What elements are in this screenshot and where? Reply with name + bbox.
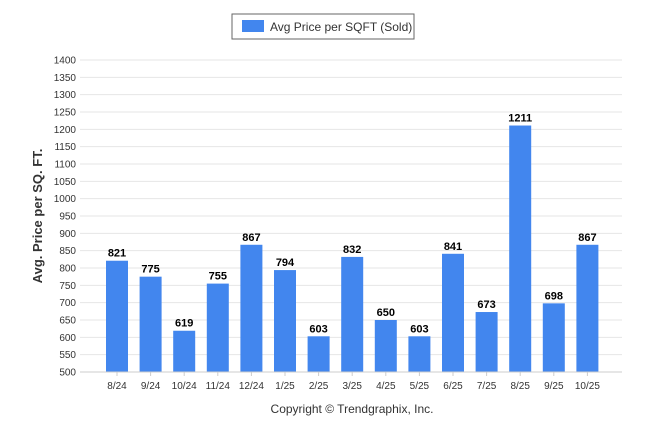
x-tick-label: 10/24 bbox=[172, 381, 197, 392]
bar[interactable] bbox=[442, 253, 464, 372]
x-tick-label: 11/24 bbox=[206, 381, 231, 392]
y-tick-label: 900 bbox=[59, 229, 76, 240]
y-tick-label: 650 bbox=[59, 316, 76, 327]
bar-value-label: 867 bbox=[242, 232, 260, 244]
x-tick-label: 4/25 bbox=[376, 381, 396, 392]
x-tick-label: 8/24 bbox=[107, 381, 127, 392]
x-tick-label: 9/25 bbox=[544, 381, 564, 392]
y-tick-label: 1150 bbox=[54, 142, 76, 153]
bar[interactable] bbox=[106, 260, 128, 372]
bar-value-label: 603 bbox=[410, 323, 428, 335]
bars bbox=[106, 125, 599, 373]
bar[interactable] bbox=[576, 244, 599, 372]
y-tick-label: 1300 bbox=[54, 90, 77, 101]
bar-value-label: 603 bbox=[309, 323, 327, 335]
y-tick-label: 1400 bbox=[54, 56, 77, 67]
legend-swatch bbox=[242, 20, 264, 32]
bar[interactable] bbox=[240, 244, 263, 372]
bar-value-label: 755 bbox=[209, 271, 227, 283]
bar-value-label: 775 bbox=[141, 264, 159, 276]
bar[interactable] bbox=[139, 276, 162, 372]
x-tick-label: 1/25 bbox=[275, 381, 295, 392]
x-tick-label: 2/25 bbox=[309, 381, 329, 392]
x-tick-label: 12/24 bbox=[239, 381, 264, 392]
x-tick-label: 10/25 bbox=[575, 381, 600, 392]
y-tick-label: 700 bbox=[59, 298, 76, 309]
bar-value-label: 821 bbox=[108, 248, 126, 260]
bar[interactable] bbox=[509, 125, 532, 373]
bar-value-label: 794 bbox=[276, 257, 295, 269]
y-tick-label: 1100 bbox=[54, 160, 76, 171]
x-tick-label: 9/24 bbox=[141, 381, 161, 392]
x-tick-label: 3/25 bbox=[342, 381, 362, 392]
y-tick-label: 1050 bbox=[54, 177, 77, 188]
bar[interactable] bbox=[307, 336, 330, 372]
x-axis-ticks: 8/24 9/24 10/24 11/24 12/24 1/25 2/25 3/25 4/25 5… bbox=[107, 372, 600, 392]
bar-value-label: 841 bbox=[444, 241, 462, 253]
copyright-text: Copyright © Trendgraphix, Inc. bbox=[271, 402, 434, 416]
bar[interactable] bbox=[206, 283, 229, 372]
bar[interactable] bbox=[475, 312, 498, 372]
bar-value-label: 650 bbox=[377, 307, 395, 319]
y-axis-ticks: 500 550 600 650 700 750 800 850 900 950 1000 1050 11… bbox=[54, 56, 77, 379]
y-tick-label: 1350 bbox=[54, 73, 77, 84]
bar[interactable] bbox=[341, 256, 364, 372]
legend-label: Avg Price per SQFT (Sold) bbox=[270, 20, 412, 34]
x-tick-label: 5/25 bbox=[410, 381, 430, 392]
y-axis-title: Avg. Price per SQ. FT. bbox=[30, 149, 45, 284]
x-tick-label: 7/25 bbox=[477, 381, 497, 392]
y-tick-label: 1200 bbox=[54, 125, 77, 136]
bar-value-label: 619 bbox=[175, 318, 193, 330]
bar-value-label: 832 bbox=[343, 244, 361, 256]
y-tick-label: 1250 bbox=[54, 108, 77, 119]
bar[interactable] bbox=[173, 330, 196, 372]
bar-value-label: 698 bbox=[545, 290, 563, 302]
bar[interactable] bbox=[374, 320, 397, 372]
bar-value-label: 867 bbox=[578, 232, 596, 244]
legend[interactable]: Avg Price per SQFT (Sold) bbox=[231, 13, 415, 40]
y-tick-label: 800 bbox=[59, 264, 76, 275]
x-tick-label: 6/25 bbox=[443, 381, 463, 392]
data-labels: 821 775 619 755 867 794 603 832 650 603 841 673 1211… bbox=[108, 113, 597, 336]
bar[interactable] bbox=[542, 303, 565, 372]
x-tick-label: 8/25 bbox=[510, 381, 530, 392]
y-tick-label: 950 bbox=[59, 212, 76, 223]
y-tick-label: 500 bbox=[59, 368, 76, 379]
bar[interactable] bbox=[274, 270, 296, 372]
bar-value-label: 1211 bbox=[508, 113, 532, 125]
y-tick-label: 750 bbox=[59, 281, 76, 292]
y-tick-label: 1000 bbox=[54, 194, 77, 205]
bar[interactable] bbox=[408, 336, 431, 372]
bar-value-label: 673 bbox=[477, 299, 495, 311]
y-tick-label: 850 bbox=[59, 246, 76, 257]
y-tick-label: 550 bbox=[59, 350, 76, 361]
y-tick-label: 600 bbox=[59, 333, 76, 344]
